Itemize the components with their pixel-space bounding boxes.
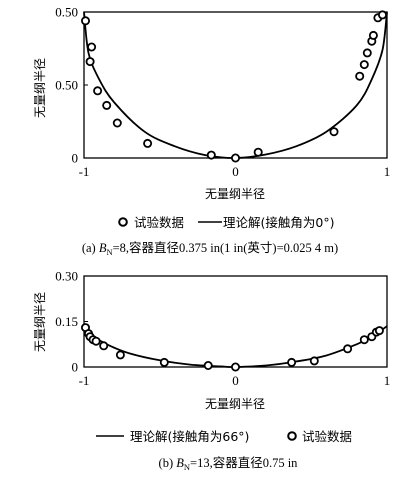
- chart-a-data-point: [377, 10, 387, 20]
- chart-a-caption-subscript: N: [106, 247, 112, 257]
- chart-a-x-tick-label: -1: [79, 164, 90, 179]
- chart-a-y-tick-label: 0.50: [55, 5, 78, 20]
- chart-b-legend-marker-label: 试验数据: [302, 429, 352, 444]
- chart-a-data-point: [362, 48, 372, 58]
- chart-b-data-point: [309, 356, 319, 366]
- chart-a-legend-line-label: 理论解(接触角为0°): [223, 215, 334, 230]
- chart-a-data-point: [93, 86, 103, 96]
- chart-a-plot-area: [81, 10, 388, 163]
- chart-b-legend-marker-icon: [287, 431, 297, 441]
- chart-a-data-point: [368, 30, 378, 40]
- chart-a-data-point: [359, 60, 369, 70]
- chart-a-data-point: [329, 127, 339, 137]
- chart-a-x-tick-label: 1: [384, 164, 391, 179]
- chart-a-data-point: [230, 153, 240, 163]
- chart-a-theory-line: [83, 11, 388, 159]
- chart-b-caption-rest: =13,容器直径0.75 in: [190, 455, 298, 470]
- chart-a-data-point: [85, 57, 95, 67]
- chart-a-data-point: [206, 150, 216, 160]
- chart-a-x-tick-label: 0: [232, 164, 239, 179]
- chart-b-y-tick-label: 0.15: [55, 314, 78, 329]
- chart-b-data-point: [115, 350, 125, 360]
- chart-a-legend-marker-icon: [118, 217, 128, 227]
- chart-a-y-ticks: 0 0.50 0.50: [55, 5, 88, 166]
- chart-b-caption-prefix: (b): [159, 456, 177, 470]
- chart-a-x-axis-label: 无量纲半径: [205, 187, 265, 201]
- chart-a-data-point: [143, 138, 153, 148]
- chart-a: 无量纲半径 00.500.50 -1 0 1 无量纲半径 试验数据 理论解(接触角为…: [33, 5, 390, 258]
- chart-b-data-point: [99, 341, 109, 351]
- chart-b-data-point: [230, 362, 240, 372]
- chart-a-data-point: [102, 100, 112, 110]
- chart-b-caption: (b) BN=13,容器直径0.75 in: [159, 455, 299, 472]
- chart-a-caption-rest: =8,容器直径0.375 in(1 in(英寸)=0.025 4 m): [113, 240, 339, 255]
- chart-b-data-point: [359, 335, 369, 345]
- chart-b-x-tick-label: 0: [232, 373, 239, 388]
- chart-a-data-point: [112, 118, 122, 128]
- chart-b-data-point: [343, 344, 353, 354]
- chart-a-y-tick-label: 0.50: [55, 78, 78, 93]
- chart-a-data-point: [81, 16, 91, 26]
- chart-b-x-tick-label: 1: [384, 373, 391, 388]
- chart-b-theory-line: [83, 325, 388, 368]
- chart-a-data-point: [355, 71, 365, 81]
- chart-b-caption-subscript: N: [184, 462, 190, 472]
- chart-b-x-tick-label: -1: [79, 373, 90, 388]
- chart-b-data-point: [203, 360, 213, 370]
- chart-b-y-tick-label: 0: [72, 360, 79, 375]
- chart-b-y-ticks: 0 0.15 0.30: [55, 269, 88, 375]
- chart-b-data-point: [287, 357, 297, 367]
- chart-a-data-point: [87, 42, 97, 52]
- chart-b-y-tick-label: 0.30: [55, 269, 78, 284]
- chart-a-y-axis-label: 无量纲半径: [33, 58, 47, 118]
- chart-a-caption: (a) BN=8,容器直径0.375 in(1 in(英寸)=0.025 4 m…: [82, 240, 338, 257]
- chart-b-data-point: [159, 357, 169, 367]
- chart-a-caption-prefix: (a): [82, 241, 99, 255]
- chart-b-data-point: [91, 336, 101, 346]
- chart-b-x-axis-label: 无量纲半径: [205, 397, 265, 411]
- chart-b: 无量纲半径 00.150.30 -1 0 1 无量纲半径 理论解(接触角为66°) …: [33, 269, 390, 473]
- chart-b-data-point: [374, 326, 384, 336]
- chart-b-caption-symbol: B: [176, 456, 184, 470]
- chart-b-plot-area: [81, 323, 388, 372]
- chart-b-y-axis-label: 无量纲半径: [33, 292, 47, 352]
- chart-a-data-point: [253, 147, 263, 157]
- chart-b-legend-line-label: 理论解(接触角为66°): [130, 429, 249, 444]
- chart-a-legend: 试验数据 理论解(接触角为0°): [118, 215, 334, 230]
- chart-a-y-tick-label: 0: [72, 151, 79, 166]
- chart-a-caption-symbol: B: [99, 241, 107, 255]
- chart-a-plot-frame: [83, 11, 388, 159]
- chart-b-legend: 理论解(接触角为66°) 试验数据: [96, 429, 352, 444]
- chart-a-legend-marker-label: 试验数据: [134, 215, 184, 230]
